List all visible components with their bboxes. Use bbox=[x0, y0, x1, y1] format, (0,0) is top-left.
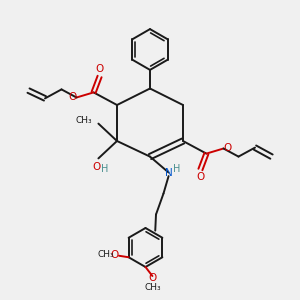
Text: CH₃: CH₃ bbox=[75, 116, 92, 125]
Text: CH₃: CH₃ bbox=[97, 250, 114, 259]
Text: O: O bbox=[148, 273, 157, 283]
Text: H: H bbox=[173, 164, 181, 174]
Text: O: O bbox=[196, 172, 205, 182]
Text: O: O bbox=[95, 64, 104, 74]
Text: O: O bbox=[93, 162, 101, 172]
Text: O: O bbox=[110, 250, 118, 260]
Text: N: N bbox=[165, 168, 173, 178]
Text: CH₃: CH₃ bbox=[144, 284, 161, 292]
Text: H: H bbox=[101, 164, 109, 173]
Text: O: O bbox=[223, 142, 232, 153]
Text: O: O bbox=[68, 92, 77, 102]
